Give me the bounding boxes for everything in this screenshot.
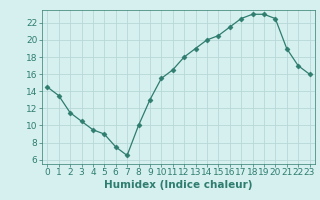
- X-axis label: Humidex (Indice chaleur): Humidex (Indice chaleur): [104, 180, 253, 190]
